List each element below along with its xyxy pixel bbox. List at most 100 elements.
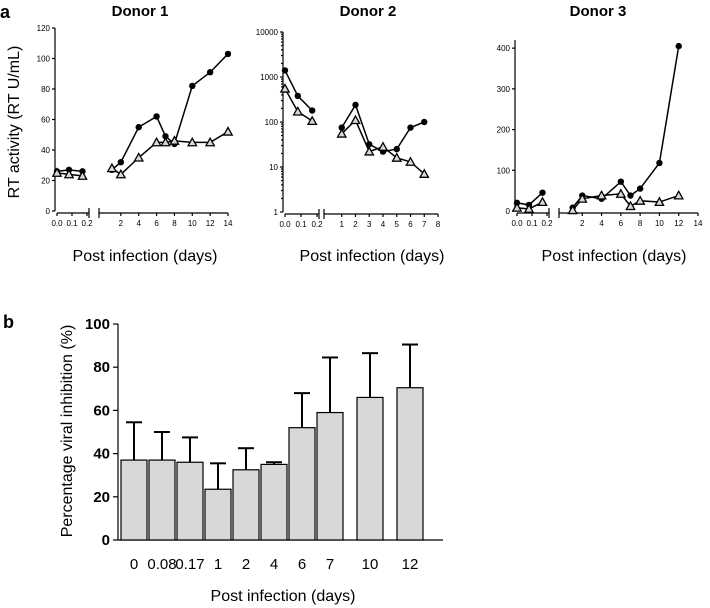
data-point-circle	[393, 145, 400, 153]
y-tick-label: 100	[265, 118, 279, 127]
x-tick-label: 8	[638, 219, 643, 228]
data-point-triangle	[160, 136, 171, 147]
panel-1-title: Donor 1	[112, 3, 169, 20]
panel-b-label: b	[3, 312, 14, 332]
x-axis-label: Post infection (days)	[73, 248, 218, 265]
data-point-triangle	[204, 136, 216, 147]
x-tick-label-b: 6	[298, 556, 306, 573]
x-tick-label: 8	[436, 220, 441, 229]
data-point-triangle	[169, 135, 180, 145]
y-tick-label: 80	[41, 85, 50, 94]
data-point-triangle	[151, 136, 162, 147]
data-point-circle	[294, 92, 301, 100]
data-point-triangle	[336, 128, 348, 138]
data-point-triangle	[537, 196, 548, 207]
x-axis-label: Post infection (days)	[542, 248, 687, 265]
data-point-triangle	[222, 126, 234, 136]
y-tick-label-b: 0	[102, 532, 110, 549]
y-tick-label: 20	[41, 177, 50, 186]
series-circle-line-right	[572, 45, 680, 209]
bar	[260, 463, 288, 541]
x-tick-label: 0.2	[541, 219, 553, 228]
bar	[176, 461, 204, 541]
y-tick-label-b: 60	[93, 402, 110, 419]
series-triangle-line-right	[572, 193, 679, 211]
y-tick-label: 100	[37, 55, 51, 64]
panel-2-title: Donor 2	[340, 3, 397, 20]
data-point-triangle	[523, 203, 535, 213]
data-point-triangle	[63, 168, 75, 179]
data-point-triangle	[51, 167, 63, 177]
x-tick-label: 2	[580, 219, 585, 228]
y-tick-label: 0	[506, 207, 511, 216]
y-tick-label: 1	[274, 208, 279, 217]
y-axis-label-b: Percentage viral inhibition (%)	[59, 325, 76, 538]
bar	[204, 488, 232, 541]
x-tick-label-b: 0.17	[175, 556, 204, 573]
bar	[396, 387, 424, 541]
data-point-triangle	[363, 146, 375, 156]
y-tick-label: 0	[46, 207, 51, 216]
x-tick-label: 1	[340, 220, 345, 229]
data-point-triangle	[77, 170, 88, 180]
data-point-triangle	[567, 204, 578, 215]
data-point-triangle	[625, 200, 636, 211]
data-point-triangle	[511, 202, 523, 212]
x-tick-label: 8	[172, 219, 177, 228]
y-tick-label-b: 20	[93, 489, 110, 506]
x-tick-label: 0.2	[81, 219, 93, 228]
data-point-triangle	[391, 152, 403, 162]
data-point-circle	[675, 42, 682, 50]
x-tick-label: 14	[224, 219, 233, 228]
y-tick-label: 10000	[256, 28, 279, 37]
x-tick-label: 4	[136, 219, 141, 228]
data-point-circle	[135, 123, 142, 131]
y-tick-label: 40	[41, 146, 50, 155]
data-point-circle	[338, 124, 345, 131]
data-point-triangle	[306, 115, 318, 126]
data-point-circle	[224, 50, 232, 58]
y-axis-label-a: RT activity (RT U/mL)	[6, 46, 23, 199]
panel-a-label: a	[0, 2, 11, 22]
x-tick-label: 7	[422, 220, 427, 229]
data-point-triangle	[106, 162, 118, 173]
x-tick-label-b: 7	[326, 556, 334, 573]
data-point-triangle	[292, 106, 304, 116]
x-tick-label: 6	[154, 219, 159, 228]
data-point-triangle	[596, 189, 607, 200]
y-tick-label: 200	[497, 126, 511, 135]
x-tick-label: 0.0	[511, 219, 523, 228]
data-point-triangle	[405, 156, 416, 166]
y-tick-label-b: 40	[93, 446, 110, 463]
series-circle-line-left	[284, 70, 313, 112]
data-point-triangle	[615, 188, 627, 198]
data-point-circle	[366, 141, 373, 148]
data-point-triangle	[279, 83, 291, 93]
data-point-triangle	[418, 168, 430, 178]
x-tick-label: 0.2	[311, 220, 323, 229]
y-tick-label-b: 80	[93, 359, 110, 376]
data-point-circle	[636, 185, 644, 192]
x-tick-label: 2	[353, 220, 358, 229]
data-point-circle	[352, 101, 359, 109]
x-tick-label: 14	[694, 219, 703, 228]
y-tick-label: 60	[41, 116, 50, 125]
y-tick-label: 300	[497, 85, 511, 94]
x-tick-label-b: 2	[242, 556, 250, 573]
y-tick-label: 100	[497, 166, 511, 175]
data-point-triangle	[634, 195, 646, 205]
panel-3-title: Donor 3	[570, 3, 627, 20]
x-tick-label: 0.0	[279, 220, 291, 229]
data-point-triangle	[115, 168, 127, 179]
x-tick-label-b: 1	[214, 556, 222, 573]
bar	[316, 411, 344, 541]
y-tick-label-b: 100	[85, 316, 110, 333]
data-point-circle	[189, 82, 196, 90]
bar	[356, 396, 384, 541]
data-point-circle	[162, 133, 169, 140]
x-tick-label: 0.1	[526, 219, 538, 228]
x-axis-label-b: Post infection (days)	[211, 588, 356, 605]
x-tick-label: 6	[619, 219, 624, 228]
y-tick-label: 120	[37, 24, 51, 33]
